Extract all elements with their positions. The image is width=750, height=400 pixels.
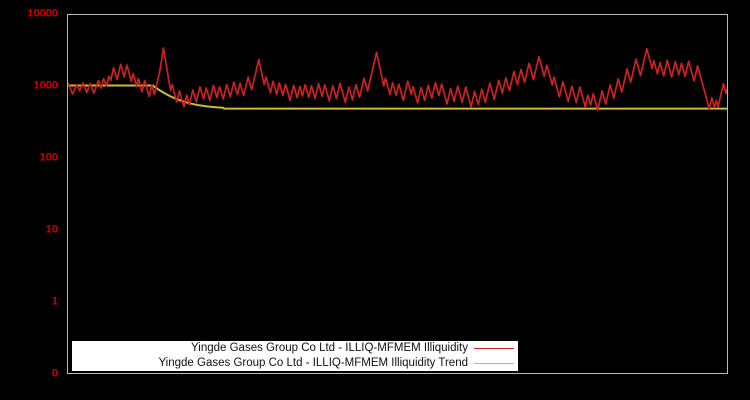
legend-entry-illiquidity: Yingde Gases Group Co Ltd - ILLIQ-MFMEM … (72, 341, 518, 356)
chart-legend: Yingde Gases Group Co Ltd - ILLIQ-MFMEM … (72, 341, 518, 371)
legend-label-illiquidity: Yingde Gases Group Co Ltd - ILLIQ-MFMEM … (191, 342, 468, 354)
y-tick-label: 0 (51, 367, 58, 380)
y-tick-label: 100 (39, 151, 58, 164)
y-tick-label: 10000 (27, 7, 58, 20)
legend-label-illiquidity-trend: Yingde Gases Group Co Ltd - ILLIQ-MFMEM … (158, 357, 468, 369)
plot-clip (68, 15, 727, 373)
plot-area (67, 14, 728, 374)
illiquidity-line-series (68, 47, 727, 111)
y-tick-label: 1 (51, 295, 58, 308)
legend-swatch-illiquidity-trend (474, 363, 514, 364)
y-tick-label: 10 (45, 223, 58, 236)
series-canvas (68, 47, 727, 111)
y-tick-label: 1000 (33, 79, 58, 92)
y-axis: 10000 1000 100 10 1 0 (0, 0, 67, 400)
legend-entry-illiquidity-trend: Yingde Gases Group Co Ltd - ILLIQ-MFMEM … (72, 356, 518, 371)
legend-swatch-illiquidity (474, 348, 514, 349)
